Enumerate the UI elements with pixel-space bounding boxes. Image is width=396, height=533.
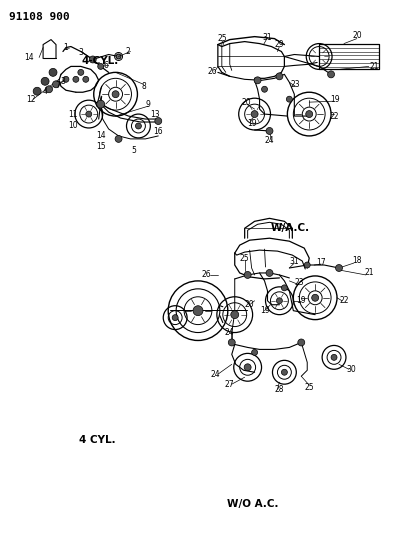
Circle shape — [327, 71, 335, 78]
Circle shape — [46, 86, 53, 93]
Text: 1: 1 — [63, 43, 68, 52]
Text: 27: 27 — [225, 379, 234, 389]
Circle shape — [155, 118, 162, 125]
Circle shape — [244, 271, 251, 278]
Text: 10: 10 — [68, 122, 78, 131]
Text: 22: 22 — [329, 111, 339, 120]
Circle shape — [276, 73, 283, 80]
Circle shape — [98, 63, 104, 69]
Circle shape — [135, 123, 141, 129]
Text: 23: 23 — [295, 278, 304, 287]
Circle shape — [286, 96, 292, 102]
Text: 28: 28 — [275, 385, 284, 394]
Text: 14: 14 — [25, 53, 34, 62]
Circle shape — [298, 339, 305, 346]
Text: 19: 19 — [297, 296, 306, 305]
Text: 7: 7 — [55, 81, 61, 90]
Text: 9: 9 — [146, 100, 151, 109]
Text: 25: 25 — [217, 34, 227, 43]
Text: 4 CYL.: 4 CYL. — [80, 435, 116, 445]
Text: 31: 31 — [289, 256, 299, 265]
Text: 20: 20 — [242, 98, 251, 107]
Circle shape — [304, 262, 310, 268]
Circle shape — [282, 369, 287, 375]
Text: W/O A.C.: W/O A.C. — [227, 498, 279, 508]
Text: 15: 15 — [96, 142, 105, 151]
Text: 22: 22 — [339, 296, 349, 305]
Circle shape — [266, 127, 273, 134]
Text: 2: 2 — [125, 47, 130, 56]
Circle shape — [112, 91, 119, 98]
Circle shape — [231, 311, 239, 319]
Text: 25: 25 — [305, 383, 314, 392]
Text: 17: 17 — [316, 257, 326, 266]
Circle shape — [331, 354, 337, 360]
Circle shape — [97, 100, 105, 108]
Circle shape — [73, 76, 79, 82]
Text: 14: 14 — [96, 132, 105, 140]
Text: 12: 12 — [27, 95, 36, 104]
Text: 19: 19 — [247, 118, 257, 127]
Circle shape — [251, 350, 257, 356]
Circle shape — [78, 69, 84, 75]
Circle shape — [115, 135, 122, 142]
Text: 19: 19 — [260, 306, 269, 315]
Text: 29: 29 — [274, 40, 284, 49]
Text: 6: 6 — [103, 61, 108, 70]
Text: 8: 8 — [141, 82, 146, 91]
Circle shape — [33, 87, 41, 95]
Text: 91108 900: 91108 900 — [10, 12, 70, 22]
Text: 24: 24 — [265, 136, 274, 146]
Circle shape — [116, 54, 121, 59]
Text: 20: 20 — [352, 31, 362, 40]
Circle shape — [86, 111, 92, 117]
Circle shape — [276, 298, 282, 304]
Text: 26: 26 — [201, 270, 211, 279]
Circle shape — [266, 270, 273, 277]
Text: 23: 23 — [291, 80, 300, 89]
Text: 24: 24 — [210, 370, 220, 379]
Circle shape — [193, 306, 203, 316]
Circle shape — [335, 264, 343, 271]
Text: 4: 4 — [43, 87, 48, 96]
Text: 13: 13 — [150, 110, 160, 118]
Circle shape — [228, 339, 235, 346]
Text: 16: 16 — [154, 127, 163, 136]
Text: 21: 21 — [364, 269, 373, 278]
Text: 25: 25 — [240, 254, 249, 263]
Text: W/A.C.: W/A.C. — [271, 223, 310, 233]
Circle shape — [49, 68, 57, 76]
Text: 19: 19 — [330, 95, 340, 104]
Circle shape — [254, 77, 261, 84]
Text: 18: 18 — [352, 255, 362, 264]
Text: 3: 3 — [78, 48, 83, 57]
Circle shape — [41, 77, 49, 85]
Circle shape — [306, 111, 313, 118]
Text: 11: 11 — [68, 110, 78, 118]
Circle shape — [83, 76, 89, 82]
Text: 26: 26 — [207, 67, 217, 76]
Circle shape — [261, 86, 268, 92]
Circle shape — [172, 314, 178, 321]
Text: 24: 24 — [225, 328, 234, 337]
Text: 31: 31 — [263, 33, 272, 42]
Text: 4-CYL.: 4-CYL. — [81, 56, 118, 66]
Text: 3: 3 — [61, 77, 65, 86]
Text: 21: 21 — [369, 62, 379, 71]
Circle shape — [244, 364, 251, 371]
Text: 30: 30 — [346, 365, 356, 374]
Circle shape — [312, 294, 319, 301]
Circle shape — [53, 81, 59, 88]
Circle shape — [282, 285, 287, 291]
Text: 5: 5 — [131, 147, 136, 155]
Circle shape — [251, 111, 258, 118]
Text: 20: 20 — [245, 300, 255, 309]
Circle shape — [89, 56, 96, 63]
Circle shape — [63, 76, 69, 82]
